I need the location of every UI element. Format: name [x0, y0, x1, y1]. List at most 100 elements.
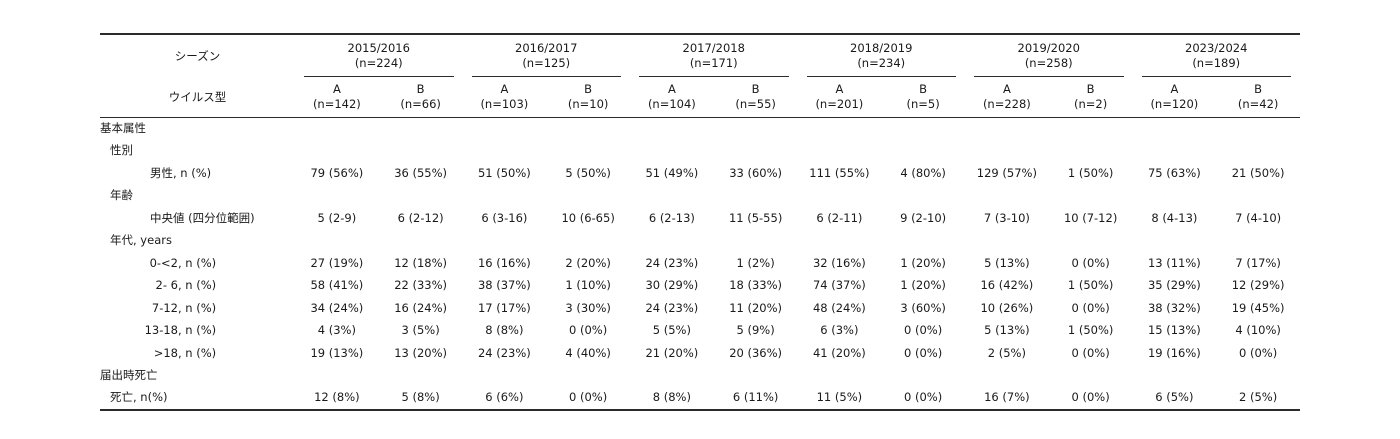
cell	[881, 185, 965, 208]
cell: 74 (37%)	[812, 278, 866, 292]
cell: 4 (3%)	[317, 323, 356, 337]
cell	[798, 117, 882, 140]
row-label: 基本属性	[100, 120, 146, 135]
cell: 22 (33%)	[394, 278, 448, 292]
cell	[1049, 230, 1133, 253]
row-label-range: 2- 6	[155, 278, 178, 292]
cell: 0 (0%)	[569, 390, 608, 404]
season-total-n: (n=224)	[354, 55, 403, 70]
cell	[546, 365, 630, 388]
cell: 5 (50%)	[565, 165, 611, 180]
cell: 5 (9%)	[736, 323, 775, 337]
cell: 6 (3%)	[820, 323, 859, 337]
cell: 4 (80%)	[900, 165, 946, 180]
characteristics-table: シーズン 2015/2016 (n=224) 2016/2017 (n=125)…	[100, 33, 1300, 411]
season-header-2017-2018: 2017/2018 (n=171)	[630, 34, 798, 77]
subtype-letter: B	[416, 82, 425, 97]
cell	[965, 140, 1049, 163]
cell: 11 (20%)	[729, 300, 783, 315]
virus-header-row: ウイルス型 A (n=142) B (n=66) A (n=103) B (n=…	[100, 77, 1300, 118]
cell	[798, 365, 882, 388]
cell	[1049, 185, 1133, 208]
cell: 129 (57%)	[976, 165, 1037, 180]
cell: 6 (5%)	[1155, 390, 1194, 404]
cell: 5 (2-9)	[317, 210, 357, 225]
table-row: 男性, n (%) 79 (56%) 36 (55%) 51 (50%) 5 (50%)…	[100, 162, 1300, 185]
cell	[630, 140, 714, 163]
cell: 0 (0%)	[904, 390, 943, 404]
subtype-letter: B	[1254, 82, 1263, 97]
cell: 33 (60%)	[729, 165, 783, 180]
cell: 48 (24%)	[812, 300, 866, 315]
season-header-2023-2024: 2023/2024 (n=189)	[1133, 34, 1301, 77]
cell: 15 (13%)	[1147, 323, 1201, 337]
row-label-range: >18	[153, 345, 178, 360]
subtype-n: (n=104)	[647, 96, 696, 111]
season-name: 2018/2019	[850, 41, 913, 56]
season-total-n: (n=258)	[1024, 55, 1073, 70]
cell	[1216, 365, 1300, 388]
cell: 75 (63%)	[1147, 165, 1201, 180]
table-body: 基本属性 性別 男性, n (%) 79 (56%) 36 (55%) 51 (50%) 5…	[100, 117, 1300, 410]
cell: 58 (41%)	[310, 278, 364, 292]
subtype-letter: A	[332, 82, 341, 97]
cell: 8 (8%)	[652, 390, 691, 404]
subtype-n: (n=42)	[1237, 96, 1279, 111]
cell	[714, 140, 798, 163]
cell	[1049, 117, 1133, 140]
cell: 0 (0%)	[1071, 300, 1110, 315]
cell: 36 (55%)	[394, 165, 448, 180]
subtype-header-a: A (n=142)	[295, 77, 379, 118]
cell: 2 (20%)	[565, 255, 611, 270]
cell: 3 (60%)	[900, 300, 946, 315]
cell: 38 (32%)	[1147, 300, 1201, 315]
cell	[965, 365, 1049, 388]
cell: 24 (23%)	[645, 300, 699, 315]
season-row-label: シーズン	[174, 49, 221, 63]
row-label: 死亡, n(%)	[110, 390, 168, 404]
cell: 0 (0%)	[904, 323, 943, 337]
subtype-header-b: B (n=55)	[713, 77, 798, 118]
cell: 34 (24%)	[310, 300, 364, 315]
cell: 13 (20%)	[394, 345, 448, 360]
cell: 10 (6-65)	[561, 210, 615, 225]
cell: 6 (3-16)	[481, 210, 528, 225]
cell	[798, 230, 882, 253]
cell	[714, 117, 798, 140]
cell: 51 (49%)	[645, 165, 699, 180]
row-label: 2- 6, n (%)	[100, 275, 295, 298]
cell: 6 (2-13)	[648, 210, 695, 225]
cell	[546, 117, 630, 140]
cell	[379, 140, 463, 163]
cell: 12 (18%)	[394, 255, 448, 270]
subtype-n: (n=66)	[400, 96, 441, 111]
subtype-header-b: B (n=42)	[1216, 77, 1300, 118]
cell	[965, 230, 1049, 253]
cell: 24 (23%)	[645, 255, 699, 270]
cell	[295, 365, 379, 388]
cell: 7 (3-10)	[983, 210, 1030, 225]
season-name: 2019/2020	[1017, 41, 1080, 56]
cell	[965, 117, 1049, 140]
season-name: 2017/2018	[682, 41, 745, 56]
table-row: 中央値 (四分位範囲) 5 (2-9) 6 (2-12) 6 (3-16) 10 (6-…	[100, 207, 1300, 230]
subtype-n: (n=103)	[480, 96, 529, 111]
cell	[881, 117, 965, 140]
season-total-n: (n=125)	[522, 55, 571, 70]
row-label: 13-18, n (%)	[100, 320, 295, 343]
subtype-letter: B	[919, 82, 928, 97]
cell: 21 (20%)	[645, 345, 699, 360]
cell: 8 (4-13)	[1151, 210, 1198, 225]
cell	[295, 117, 379, 140]
season-header-2015-2016: 2015/2016 (n=224)	[295, 34, 463, 77]
cell: 111 (55%)	[809, 165, 870, 180]
cell	[630, 365, 714, 388]
cell: 0 (0%)	[1071, 390, 1110, 404]
subtype-n: (n=120)	[1150, 96, 1199, 111]
cell: 8 (8%)	[485, 323, 524, 337]
subtype-n: (n=142)	[312, 96, 361, 111]
cell: 1 (2%)	[736, 255, 775, 270]
cell: 1 (50%)	[1067, 323, 1114, 337]
cell	[714, 230, 798, 253]
cell: 27 (19%)	[310, 255, 364, 270]
